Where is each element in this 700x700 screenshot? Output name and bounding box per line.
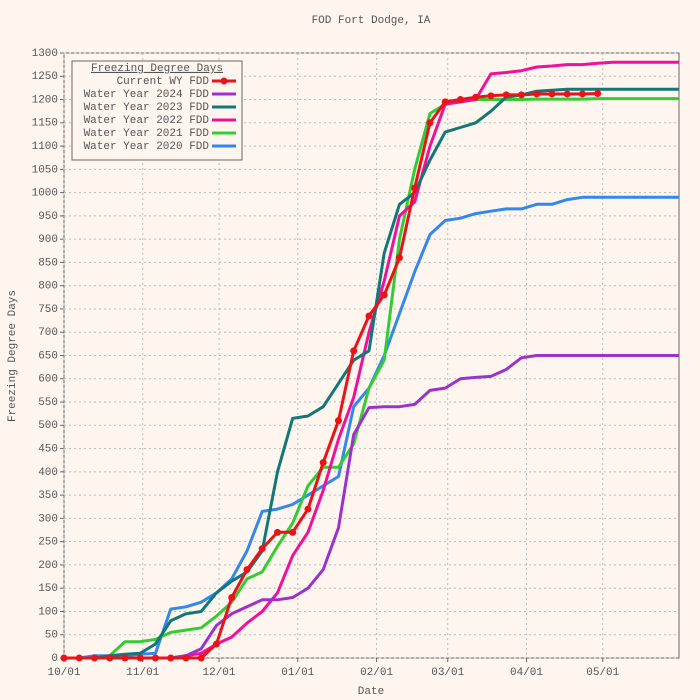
marker	[380, 291, 388, 299]
x-tick-label: 05/01	[586, 667, 619, 679]
y-tick-label: 800	[38, 281, 58, 293]
marker	[197, 654, 205, 662]
legend-label: Water Year 2021 FDD	[84, 128, 210, 140]
y-tick-label: 200	[38, 560, 58, 572]
marker	[106, 654, 114, 662]
y-tick-label: 300	[38, 513, 58, 525]
x-tick-label: 03/01	[431, 667, 464, 679]
marker	[136, 654, 144, 662]
y-tick-label: 900	[38, 234, 58, 246]
y-tick-label: 50	[45, 630, 58, 642]
marker	[533, 90, 541, 98]
y-tick-label: 150	[38, 583, 58, 595]
marker	[578, 90, 586, 98]
y-tick-label: 450	[38, 443, 58, 455]
legend-label: Water Year 2024 FDD	[84, 89, 210, 101]
legend-title: Freezing Degree Days	[91, 63, 223, 75]
y-tick-label: 1100	[32, 141, 58, 153]
marker	[350, 347, 358, 355]
y-tick-label: 250	[38, 537, 58, 549]
chart-title: FOD Fort Dodge, IA	[312, 15, 431, 27]
legend-label: Water Year 2023 FDD	[84, 102, 210, 114]
y-axis-label: Freezing Degree Days	[7, 290, 19, 422]
marker	[273, 528, 281, 536]
marker	[441, 98, 449, 106]
legend-label: Water Year 2020 FDD	[84, 141, 210, 153]
y-tick-label: 350	[38, 490, 58, 502]
marker	[411, 184, 419, 192]
marker	[304, 505, 312, 513]
marker	[594, 89, 602, 97]
y-tick-label: 650	[38, 350, 58, 362]
marker	[289, 528, 297, 536]
marker	[182, 654, 190, 662]
marker	[151, 654, 159, 662]
x-tick-label: 04/01	[510, 667, 543, 679]
y-tick-label: 1050	[32, 164, 58, 176]
marker	[258, 545, 266, 553]
marker	[395, 254, 403, 262]
series-group	[60, 60, 679, 662]
series-line	[64, 87, 679, 660]
marker	[502, 91, 510, 99]
y-tick-label: 700	[38, 327, 58, 339]
marker	[228, 594, 236, 601]
marker	[319, 459, 327, 467]
marker	[60, 654, 68, 662]
marker	[75, 654, 83, 662]
y-tick-label: 1000	[32, 188, 58, 200]
marker	[517, 91, 525, 99]
marker	[121, 654, 129, 662]
y-tick-label: 600	[38, 374, 58, 386]
marker	[212, 640, 220, 648]
x-axis-label: Date	[358, 686, 384, 698]
legend-box	[71, 60, 243, 161]
y-tick-label: 550	[38, 397, 58, 409]
marker	[167, 654, 175, 662]
y-tick-label: 950	[38, 211, 58, 223]
x-tick-label: 12/01	[203, 667, 236, 679]
x-tick-label: 01/01	[281, 667, 314, 679]
y-tick-label: 850	[38, 257, 58, 269]
marker	[456, 96, 464, 104]
y-tick-label: 0	[51, 653, 58, 665]
grid: 0 50 100 150 200 250 300 350 400 450 500 550 600 650 7…	[32, 48, 679, 679]
y-tick-label: 400	[38, 467, 58, 479]
marker	[243, 566, 251, 574]
x-tick-label: 11/01	[126, 667, 159, 679]
series-line	[64, 97, 679, 660]
y-tick-label: 1250	[32, 71, 58, 83]
legend-marker	[220, 77, 228, 85]
y-tick-label: 750	[38, 304, 58, 316]
y-tick-label: 100	[38, 606, 58, 618]
marker	[426, 119, 434, 127]
legend-label: Current WY FDD	[117, 76, 210, 88]
y-tick-label: 1150	[32, 118, 58, 130]
marker	[90, 654, 98, 662]
marker	[563, 90, 571, 98]
y-tick-label: 1300	[32, 48, 58, 60]
marker	[365, 312, 373, 320]
marker	[487, 92, 495, 100]
marker	[548, 90, 556, 98]
legend-label: Water Year 2022 FDD	[84, 115, 210, 127]
marker	[472, 93, 480, 101]
x-tick-label: 10/01	[47, 667, 80, 679]
marker	[334, 417, 342, 425]
y-tick-label: 500	[38, 420, 58, 432]
x-tick-label: 02/01	[360, 667, 393, 679]
y-tick-label: 1200	[32, 94, 58, 106]
